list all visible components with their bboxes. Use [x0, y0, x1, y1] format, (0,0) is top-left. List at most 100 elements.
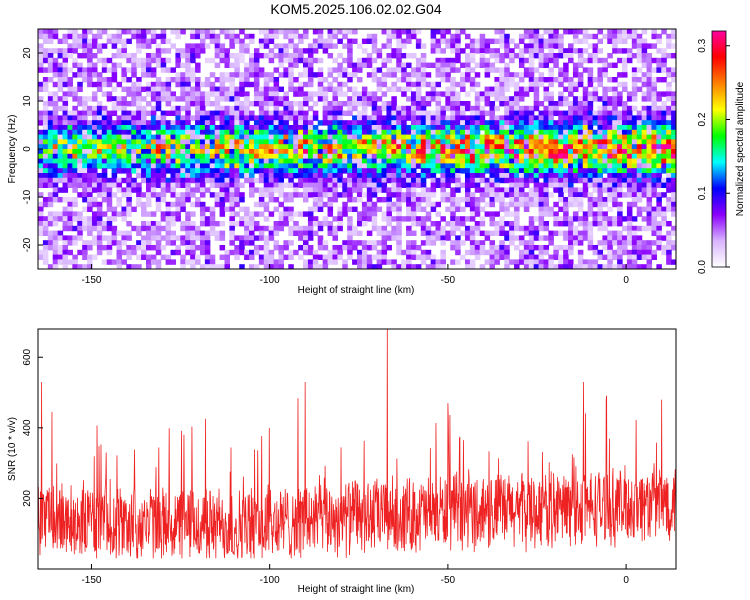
heatmap-cell	[283, 158, 289, 164]
heatmap-cell	[366, 96, 373, 102]
heatmap-cell	[126, 29, 132, 35]
heatmap-cell	[366, 163, 373, 169]
heatmap-cell	[666, 235, 672, 241]
heatmap-cell	[410, 197, 417, 203]
heatmap-cell	[273, 149, 280, 155]
heatmap-cell	[38, 221, 44, 227]
heatmap-cell	[538, 139, 545, 145]
heatmap-cell	[568, 187, 574, 193]
heatmap-cell	[464, 77, 471, 83]
heatmap-cell	[489, 245, 496, 251]
heatmap-cell	[298, 149, 304, 155]
heatmap-cell	[464, 163, 471, 169]
heatmap-cell	[82, 254, 88, 260]
heatmap-cell	[406, 249, 412, 256]
heatmap-cell	[101, 43, 108, 49]
heatmap-cell	[67, 201, 73, 208]
heatmap-cell	[538, 125, 545, 131]
heatmap-cell	[361, 173, 368, 179]
heatmap-cell	[199, 81, 206, 88]
heatmap-cell	[352, 197, 358, 203]
heatmap-cell	[469, 216, 476, 222]
heatmap-cell	[626, 134, 633, 140]
heatmap-cell	[455, 81, 461, 88]
heatmap-cell	[145, 38, 152, 44]
heatmap-cell	[342, 72, 348, 78]
heatmap-cell	[445, 62, 451, 68]
heatmap-cell	[396, 120, 402, 126]
heatmap-cell	[190, 29, 196, 35]
heatmap-cell	[131, 53, 137, 59]
heatmap-cell	[38, 86, 44, 92]
heatmap-cell	[185, 134, 191, 140]
heatmap-cell	[460, 254, 466, 260]
heatmap-cell	[651, 182, 657, 188]
heatmap-cell	[322, 129, 329, 136]
heatmap-cell	[396, 33, 402, 40]
heatmap-cell	[327, 115, 334, 121]
heatmap-cell	[342, 206, 348, 212]
heatmap-cell	[671, 144, 676, 150]
heatmap-cell	[283, 149, 289, 155]
heatmap-cell	[430, 206, 437, 212]
heatmap-cell	[572, 201, 579, 208]
heatmap-cell	[597, 29, 603, 35]
heatmap-cell	[415, 67, 422, 73]
heatmap-cell	[101, 225, 108, 232]
heatmap-cell	[489, 67, 496, 73]
heatmap-cell	[464, 192, 471, 198]
heatmap-cell	[244, 48, 250, 54]
heatmap-cell	[298, 101, 304, 107]
heatmap-cell	[430, 139, 437, 145]
heatmap-cell	[136, 264, 142, 269]
heatmap-cell	[38, 134, 44, 140]
heatmap-cell	[131, 149, 137, 155]
heatmap-cell	[528, 43, 535, 49]
heatmap-cell	[568, 149, 574, 155]
heatmap-cell	[141, 163, 147, 169]
heatmap-cell	[494, 197, 500, 203]
heatmap-cell	[671, 187, 676, 193]
heatmap-cell	[484, 38, 491, 44]
heatmap-cell	[67, 168, 73, 174]
heatmap-cell	[307, 149, 314, 155]
heatmap-cell	[57, 249, 64, 256]
heatmap-cell	[352, 225, 358, 232]
heatmap-cell	[440, 48, 446, 54]
heatmap-cell	[396, 110, 402, 116]
heatmap-cell	[342, 177, 348, 184]
heatmap-cell	[199, 96, 206, 102]
heatmap-cell	[62, 235, 69, 241]
heatmap-cell	[474, 249, 481, 256]
heatmap-cell	[258, 177, 265, 184]
heatmap-cell	[464, 153, 471, 160]
heatmap-cell	[445, 67, 451, 73]
heatmap-cell	[577, 53, 584, 59]
heatmap-cell	[592, 201, 599, 208]
heatmap-cell	[489, 249, 496, 256]
heatmap-cell	[597, 125, 603, 131]
heatmap-cell	[523, 139, 530, 145]
heatmap-cell	[366, 33, 373, 40]
heatmap-cell	[332, 230, 338, 236]
heatmap-cell	[499, 139, 505, 145]
heatmap-cell	[244, 33, 250, 40]
heatmap-cell	[77, 163, 83, 169]
heatmap-cell	[136, 48, 142, 54]
heatmap-cell	[96, 230, 103, 236]
heatmap-cell	[332, 29, 338, 35]
heatmap-cell	[597, 110, 603, 116]
heatmap-cell	[484, 249, 491, 256]
heatmap-cell	[509, 57, 515, 64]
heatmap-cell	[548, 235, 554, 241]
heatmap-cell	[504, 153, 510, 160]
heatmap-cell	[357, 168, 363, 174]
heatmap-cell	[430, 221, 437, 227]
heatmap-cell	[553, 101, 559, 107]
heatmap-cell	[253, 115, 260, 121]
heatmap-cell	[440, 259, 446, 265]
heatmap-cell	[204, 91, 211, 97]
heatmap-cell	[155, 144, 162, 150]
heatmap-cell	[666, 177, 672, 184]
heatmap-cell	[278, 201, 284, 208]
